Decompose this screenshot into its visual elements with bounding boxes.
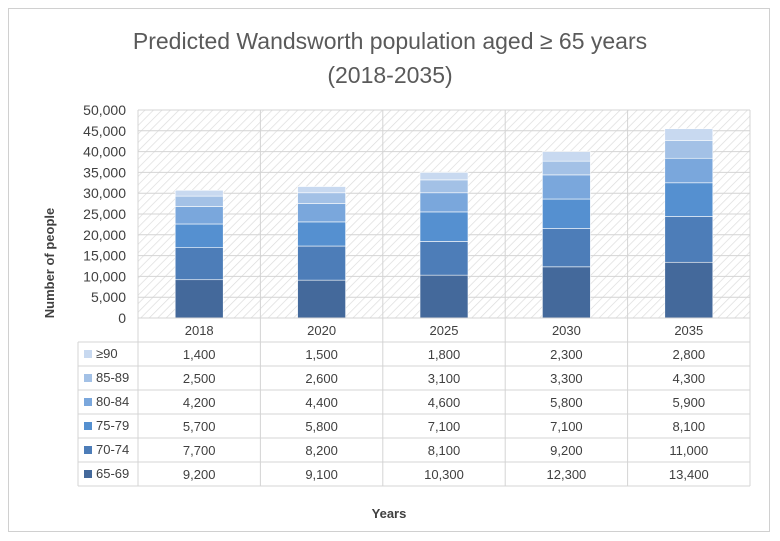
bar-segment xyxy=(419,192,469,213)
x-category-label: 2018 xyxy=(185,323,214,338)
bar-segment xyxy=(542,160,591,176)
x-category-label: 2035 xyxy=(674,323,703,338)
data-label: 9,100 xyxy=(305,467,338,482)
bar-segment xyxy=(664,261,714,319)
bar-segment xyxy=(174,195,224,207)
y-axis-ticks: 0 5,000 10,000 15,000 20,000 25,000 30,000 35,0… xyxy=(83,102,126,326)
bar-segment xyxy=(419,179,469,194)
y-tick-label: 5,000 xyxy=(91,289,126,305)
data-label: 8,100 xyxy=(428,443,461,458)
data-label: 11,000 xyxy=(669,443,708,458)
y-tick-label: 50,000 xyxy=(83,102,126,118)
y-tick-label: 15,000 xyxy=(83,248,126,264)
y-tick-label: 45,000 xyxy=(83,123,126,139)
x-category-label: 2025 xyxy=(430,323,459,338)
legend-swatch xyxy=(84,422,92,430)
data-table: 2018 2020 2025 2030 2035 ≥90 1,400 1,500 1,800 2,… xyxy=(77,317,751,487)
bar-segment xyxy=(419,211,469,242)
data-label: 12,300 xyxy=(547,467,587,482)
chart-title: Predicted Wandsworth population aged ≥ 6… xyxy=(132,28,648,54)
legend-swatch xyxy=(84,350,92,358)
y-tick-label: 0 xyxy=(118,310,126,326)
legend-entry: 75-79 xyxy=(96,418,129,433)
legend-entry: 85-89 xyxy=(96,370,129,385)
legend-entry: 80-84 xyxy=(96,394,129,409)
data-label: 4,400 xyxy=(305,395,338,410)
y-tick-label: 30,000 xyxy=(83,185,126,201)
bar-segment xyxy=(419,241,469,276)
data-label: 8,200 xyxy=(305,443,338,458)
bar-segment xyxy=(174,189,224,197)
data-label: 1,500 xyxy=(305,347,338,362)
data-label: 9,200 xyxy=(183,467,216,482)
bar-segment xyxy=(297,186,346,194)
bar-segment xyxy=(542,266,591,319)
legend-swatch xyxy=(84,374,92,382)
data-label: 7,700 xyxy=(183,443,216,458)
data-label: 7,100 xyxy=(428,419,461,434)
chart-frame xyxy=(8,8,770,532)
data-label: 4,300 xyxy=(673,371,706,386)
y-tick-label: 20,000 xyxy=(83,227,126,243)
bar-segment xyxy=(664,128,714,141)
bar-segment xyxy=(174,279,224,319)
bar-segment xyxy=(174,223,224,248)
x-category-label: 2020 xyxy=(307,323,336,338)
bar-segment xyxy=(664,182,714,217)
bar-segment xyxy=(174,206,224,225)
data-label: 5,800 xyxy=(550,395,583,410)
bar-segment xyxy=(664,216,714,263)
bars xyxy=(174,128,714,319)
data-label: 2,300 xyxy=(550,347,583,362)
y-tick-label: 10,000 xyxy=(83,268,126,284)
bar-segment xyxy=(297,279,346,319)
bar-segment xyxy=(542,228,591,268)
y-tick-label: 40,000 xyxy=(83,144,126,160)
data-label: 1,800 xyxy=(428,347,461,362)
legend-entry: 70-74 xyxy=(96,442,129,457)
data-label: 2,800 xyxy=(673,347,706,362)
bar-segment xyxy=(297,245,346,281)
legend-entry: 65-69 xyxy=(96,466,129,481)
data-label: 10,300 xyxy=(424,467,464,482)
y-tick-label: 25,000 xyxy=(83,206,126,222)
data-label: 5,900 xyxy=(673,395,706,410)
bar-segment xyxy=(419,274,469,319)
x-axis-label: Years xyxy=(372,506,407,521)
data-label: 3,100 xyxy=(428,371,461,386)
data-label: 5,700 xyxy=(183,419,216,434)
x-category-label: 2030 xyxy=(552,323,581,338)
data-label: 9,200 xyxy=(550,443,583,458)
data-label: 3,300 xyxy=(550,371,583,386)
bar-segment xyxy=(174,247,224,281)
chart-subtitle: (2018-2035) xyxy=(327,62,453,88)
bar-segment xyxy=(664,140,714,159)
data-label: 4,200 xyxy=(183,395,216,410)
bar-segment xyxy=(542,198,591,229)
bar-segment xyxy=(297,192,346,204)
bar-segment xyxy=(542,174,591,200)
data-label: 5,800 xyxy=(305,419,338,434)
data-label: 2,500 xyxy=(183,371,216,386)
legend-swatch xyxy=(84,470,92,478)
bar-segment xyxy=(297,221,346,247)
legend-swatch xyxy=(84,446,92,454)
legend-entry: ≥90 xyxy=(96,346,118,361)
y-tick-label: 35,000 xyxy=(83,164,126,180)
data-label: 4,600 xyxy=(428,395,461,410)
data-label: 1,400 xyxy=(183,347,216,362)
y-axis-label: Number of people xyxy=(42,208,57,319)
data-label: 13,400 xyxy=(669,467,709,482)
bar-segment xyxy=(664,157,714,184)
bar-segment xyxy=(542,151,591,162)
data-label: 8,100 xyxy=(673,419,706,434)
data-label: 7,100 xyxy=(550,419,583,434)
data-label: 2,600 xyxy=(305,371,338,386)
bar-segment xyxy=(419,172,469,181)
bar-segment xyxy=(297,203,346,223)
legend-swatch xyxy=(84,398,92,406)
